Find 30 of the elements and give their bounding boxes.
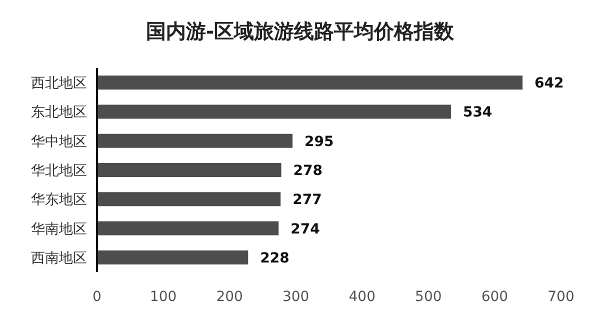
bar	[97, 76, 523, 90]
bar	[97, 221, 279, 236]
x-tick-label: 600	[481, 289, 508, 305]
x-tick-label: 100	[150, 289, 177, 305]
y-tick-label: 西南地区	[31, 250, 87, 266]
chart-title: 国内游-区域旅游线路平均价格指数	[146, 19, 456, 43]
bar	[97, 250, 248, 264]
data-label: 278	[293, 163, 323, 179]
x-tick-label: 700	[548, 289, 574, 305]
x-tick-label: 500	[415, 289, 442, 305]
data-label: 274	[290, 221, 320, 238]
y-tick-label: 华南地区	[31, 221, 87, 238]
x-tick-label: 200	[216, 289, 243, 305]
x-tick-label: 400	[348, 289, 376, 305]
data-label: 228	[260, 250, 290, 266]
y-tick-label: 西北地区	[31, 76, 87, 92]
bar	[97, 192, 281, 206]
x-tick-label: 300	[282, 289, 310, 305]
data-label: 642	[534, 76, 564, 92]
y-tick-label: 东北地区	[31, 104, 87, 121]
y-tick-label: 华中地区	[31, 134, 87, 150]
x-tick-label: 0	[92, 289, 102, 305]
data-label: 295	[304, 134, 334, 150]
bar	[97, 163, 282, 177]
data-label: 534	[462, 104, 492, 121]
data-label: 277	[292, 192, 322, 208]
bar	[97, 134, 293, 148]
y-tick-label: 华东地区	[31, 192, 87, 208]
y-tick-label: 华北地区	[31, 163, 87, 179]
bar	[97, 104, 451, 119]
